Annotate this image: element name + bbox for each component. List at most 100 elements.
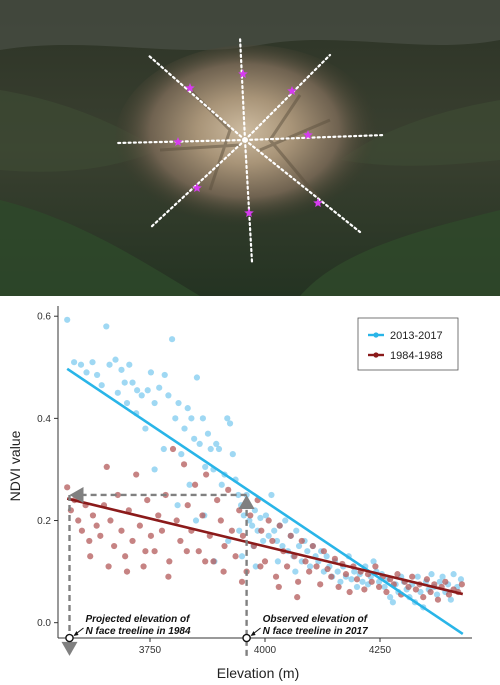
- data-point: [351, 568, 358, 575]
- data-point: [346, 588, 353, 596]
- data-point: [140, 563, 147, 570]
- data-point: [97, 532, 104, 539]
- data-point: [165, 392, 172, 399]
- data-point: [313, 563, 320, 570]
- transect-line: [238, 35, 247, 142]
- data-point: [276, 522, 283, 529]
- data-point: [173, 517, 180, 524]
- data-point: [320, 548, 327, 555]
- data-point: [306, 563, 314, 570]
- data-point: [232, 553, 239, 560]
- y-axis-ticks: 0.0 0.2 0.4 0.6: [37, 312, 58, 629]
- data-point: [292, 568, 299, 575]
- arrow-head-icon: [238, 494, 255, 509]
- data-point: [86, 537, 93, 545]
- data-point: [423, 576, 431, 583]
- annotation-text: Observed elevation of: [263, 614, 369, 625]
- data-point: [144, 387, 151, 394]
- data-point: [353, 583, 361, 591]
- data-point: [178, 451, 185, 458]
- data-point: [434, 596, 442, 603]
- data-point: [83, 369, 90, 376]
- data-point: [257, 514, 264, 522]
- data-point: [450, 571, 457, 578]
- data-point: [342, 571, 350, 578]
- data-point: [118, 527, 125, 534]
- data-point: [306, 568, 313, 575]
- data-point: [249, 522, 256, 529]
- data-point: [193, 374, 201, 381]
- data-point: [136, 522, 143, 529]
- data-point: [177, 537, 184, 545]
- data-point: [165, 573, 172, 580]
- data-point: [337, 578, 344, 585]
- y-tick-label: 0.0: [37, 618, 51, 629]
- data-point: [151, 548, 158, 555]
- data-point: [439, 573, 446, 580]
- data-point: [383, 588, 390, 596]
- data-point: [168, 336, 176, 343]
- data-point: [134, 387, 141, 394]
- data-point: [151, 399, 158, 407]
- sample-stars: [173, 69, 323, 217]
- data-point: [158, 527, 166, 534]
- data-point: [181, 425, 188, 432]
- purple-star-icon: [244, 208, 254, 217]
- data-point: [199, 512, 206, 519]
- purple-star-icon: [173, 137, 183, 146]
- data-point: [294, 594, 301, 601]
- x-tick-label: 4000: [254, 645, 277, 656]
- data-point: [183, 548, 190, 555]
- data-point: [409, 573, 416, 580]
- data-point: [262, 512, 270, 519]
- data-point: [202, 463, 209, 470]
- transect-line: [243, 133, 387, 142]
- data-point: [224, 415, 231, 422]
- data-point: [295, 578, 302, 585]
- data-point: [283, 563, 291, 570]
- data-point: [238, 553, 246, 560]
- data-point: [186, 481, 193, 488]
- guide-arrows: [61, 486, 255, 656]
- data-point: [442, 578, 449, 585]
- y-tick-label: 0.4: [37, 414, 51, 425]
- x-axis-title: Elevation (m): [217, 665, 299, 681]
- legend-label: 1984-1988: [390, 350, 443, 362]
- data-point: [433, 591, 441, 598]
- data-point: [235, 491, 242, 499]
- x-tick-label: 3750: [139, 645, 162, 656]
- transect-line: [243, 138, 362, 234]
- data-point: [114, 491, 121, 499]
- data-point: [71, 359, 78, 366]
- data-point: [334, 568, 341, 575]
- data-point: [273, 537, 281, 545]
- marker-circle: [65, 633, 74, 643]
- data-point: [387, 594, 394, 601]
- data-point: [412, 586, 419, 593]
- y-axis-title: NDVI value: [7, 430, 23, 501]
- data-point: [160, 445, 167, 453]
- data-point: [166, 558, 173, 565]
- data-point: [353, 576, 361, 583]
- data-point: [258, 527, 265, 534]
- data-point: [98, 382, 105, 389]
- data-point: [121, 379, 128, 386]
- data-point: [64, 316, 71, 323]
- data-point: [229, 451, 236, 458]
- data-point: [191, 481, 199, 488]
- data-point: [271, 527, 278, 534]
- data-point: [295, 542, 303, 550]
- data-point: [144, 496, 151, 504]
- data-point: [107, 517, 114, 524]
- data-point: [77, 361, 85, 368]
- data-point: [191, 435, 198, 442]
- data-point: [268, 491, 275, 499]
- transect-line: [148, 138, 247, 230]
- data-point: [252, 563, 259, 570]
- data-point: [458, 581, 465, 588]
- satellite-image: [0, 0, 500, 296]
- data-point: [361, 586, 368, 593]
- data-point: [94, 371, 101, 379]
- data-point: [184, 502, 191, 509]
- data-point: [129, 379, 136, 386]
